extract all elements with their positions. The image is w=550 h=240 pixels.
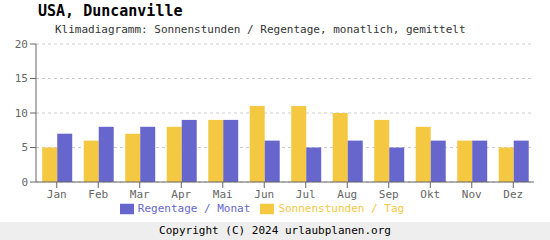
svg-text:Dez: Dez bbox=[503, 188, 523, 201]
html-text:Klimadiagramm: Sonnenstunden /: Klimadiagramm: Sonnenstunden / Regentage… bbox=[55, 23, 466, 36]
svg-text:5: 5 bbox=[21, 141, 28, 154]
html-text:USA, Duncanville: USA, Duncanville bbox=[38, 2, 183, 20]
svg-text:Feb: Feb bbox=[88, 188, 108, 201]
svg-text:0: 0 bbox=[21, 176, 28, 189]
svg-text:20: 20 bbox=[15, 38, 28, 51]
svg-text:15: 15 bbox=[15, 72, 28, 85]
svg-text:Jul: Jul bbox=[296, 188, 316, 201]
svg-text:Apr: Apr bbox=[171, 188, 191, 201]
html-text:Copyright (C) 2024 urlaubplane: Copyright (C) 2024 urlaubplanen.org bbox=[159, 224, 391, 237]
svg-text:Jun: Jun bbox=[254, 188, 274, 201]
html-text:Regentage / Monat: Regentage / Monat bbox=[137, 202, 251, 215]
svg-text:Okt: Okt bbox=[420, 188, 440, 201]
svg-text:Aug: Aug bbox=[337, 188, 357, 201]
svg-text:Jan: Jan bbox=[47, 188, 67, 201]
svg-text:Mai: Mai bbox=[213, 188, 233, 201]
svg-text:Sep: Sep bbox=[379, 188, 399, 201]
svg-text:10: 10 bbox=[15, 107, 28, 120]
svg-text:Mar: Mar bbox=[130, 188, 150, 201]
svg-text:Nov: Nov bbox=[462, 188, 482, 201]
html-text:Sonnenstunden / Tag: Sonnenstunden / Tag bbox=[278, 202, 405, 215]
